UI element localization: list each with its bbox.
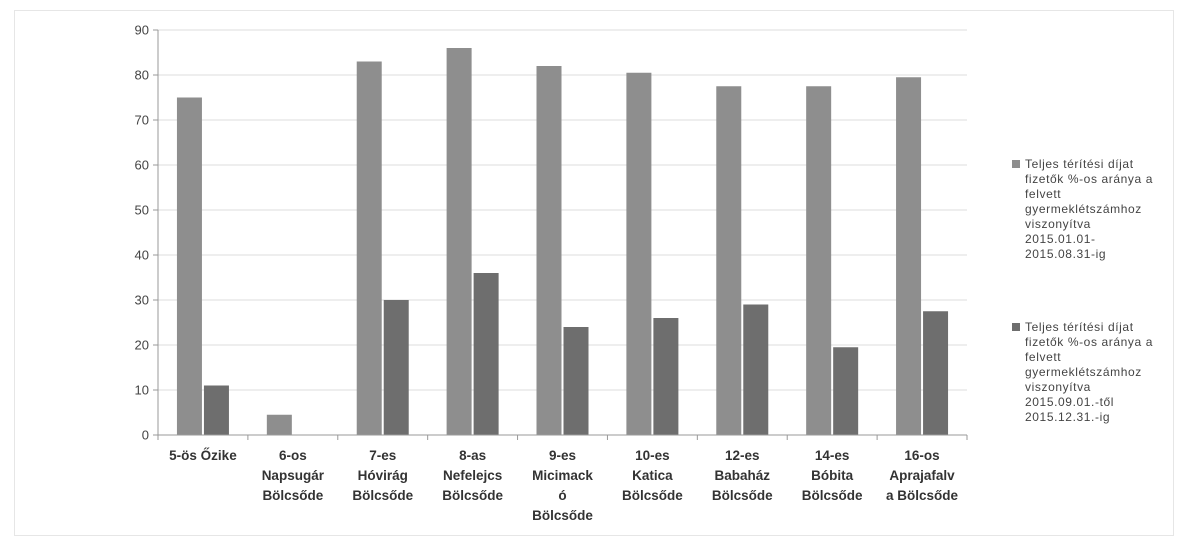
legend-swatch-series-1 xyxy=(1012,160,1020,168)
y-tick-label: 50 xyxy=(135,203,149,218)
y-tick-label: 80 xyxy=(135,68,149,83)
y-axis: 0 10 20 30 40 50 60 70 80 90 xyxy=(135,23,159,443)
x-category-label: 5-ös Őzike xyxy=(169,448,237,463)
bar-series-1 xyxy=(536,66,562,435)
bar-series-1 xyxy=(356,61,382,435)
bar-series-2 xyxy=(923,311,949,435)
y-tick-label: 20 xyxy=(135,338,149,353)
bar-series-1 xyxy=(266,414,292,435)
bar-series-2 xyxy=(833,347,859,435)
x-category-label: 9-es Micimack ó Bölcsőde xyxy=(532,448,593,523)
chart-frame xyxy=(14,10,1174,536)
x-category-label: 14-es Bóbita Bölcsőde xyxy=(802,448,863,503)
bar-series-2 xyxy=(653,318,679,435)
bars xyxy=(176,48,949,435)
y-tick-label: 60 xyxy=(135,158,149,173)
x-category-label: 7-es Hóvirág Bölcsőde xyxy=(352,448,413,503)
y-tick-label: 70 xyxy=(135,113,149,128)
y-tick-label: 40 xyxy=(135,248,149,263)
y-tick-label: 30 xyxy=(135,293,149,308)
x-category-label: 8-as Nefelejcs Bölcsőde xyxy=(442,448,503,503)
bar-series-2 xyxy=(743,304,769,435)
x-category-label: 6-os Napsugár Bölcsőde xyxy=(262,448,325,503)
bar-series-2 xyxy=(203,385,229,435)
bar-series-1 xyxy=(896,77,922,435)
bar-series-1 xyxy=(626,72,652,435)
bar-series-1 xyxy=(176,97,202,435)
bar-series-2 xyxy=(383,300,409,435)
legend-swatch-series-2 xyxy=(1012,323,1020,331)
x-category-label: 10-es Katica Bölcsőde xyxy=(622,448,683,503)
gridlines xyxy=(158,29,967,391)
legend-label-series-2: Teljes térítési díjat fizetők %-os aránya… xyxy=(1025,320,1153,424)
bar-series-2 xyxy=(563,327,589,435)
x-category-label: 12-es Babaház Bölcsőde xyxy=(712,448,773,503)
legend-label-series-1: Teljes térítési díjat fizetők %-os aránya… xyxy=(1025,157,1153,261)
bar-series-1 xyxy=(446,48,472,435)
y-tick-label: 10 xyxy=(135,383,149,398)
y-tick-label: 0 xyxy=(142,428,149,443)
y-tick-label: 90 xyxy=(135,23,149,38)
bar-series-1 xyxy=(716,86,742,435)
bar-series-2 xyxy=(473,273,499,435)
x-category-label: 16-os Aprajafalv a Bölcsőde xyxy=(886,448,959,503)
x-axis: 5-ös Őzike 6-os Napsugár Bölcsőde 7-es Hóvirá… xyxy=(157,434,968,523)
bar-series-1 xyxy=(806,86,832,435)
